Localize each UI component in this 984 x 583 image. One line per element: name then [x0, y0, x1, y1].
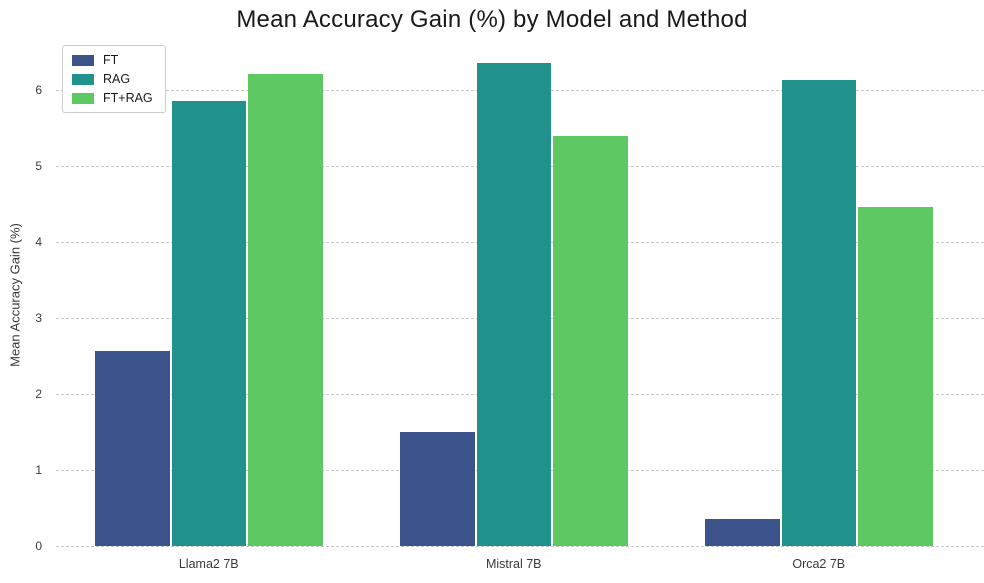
legend-label: FT+RAG [103, 91, 153, 105]
legend-item-rag: RAG [72, 72, 153, 86]
bar-ft-rag-mistral-7b [553, 136, 628, 546]
legend-label: RAG [103, 72, 131, 86]
x-tick-label: Llama2 7B [178, 557, 239, 571]
bar-rag-orca2-7b [781, 80, 856, 546]
legend-item-ft-rag: FT+RAG [72, 91, 153, 105]
y-tick-label: 6 [35, 83, 42, 97]
x-tick-label: Orca2 7B [792, 557, 846, 571]
bar-ft-mistral-7b [400, 432, 475, 546]
bar-ft-rag-orca2-7b [858, 207, 933, 546]
bar-rag-llama2-7b [171, 101, 246, 546]
y-tick-label: 4 [35, 235, 42, 249]
y-tick-label: 3 [35, 311, 42, 325]
bar-ft-llama2-7b [95, 350, 170, 546]
legend-item-ft: FT [72, 53, 153, 67]
bar-ft-rag-llama2-7b [248, 74, 323, 546]
y-tick-label: 5 [35, 159, 42, 173]
legend-label: FT [103, 53, 119, 67]
bar-ft-orca2-7b [705, 518, 780, 546]
legend-swatch [72, 73, 94, 85]
legend: FT RAG FT+RAG [62, 45, 166, 113]
legend-swatch [72, 92, 94, 104]
x-tick-label: Mistral 7B [485, 557, 542, 571]
chart-title: Mean Accuracy Gain (%) by Model and Meth… [236, 6, 748, 33]
y-tick-label: 0 [35, 539, 42, 553]
y-tick-label: 1 [35, 463, 42, 477]
bar-rag-mistral-7b [476, 63, 551, 546]
gridline-y-0 [56, 546, 984, 547]
legend-swatch [72, 54, 94, 66]
y-tick-label: 2 [35, 387, 42, 401]
